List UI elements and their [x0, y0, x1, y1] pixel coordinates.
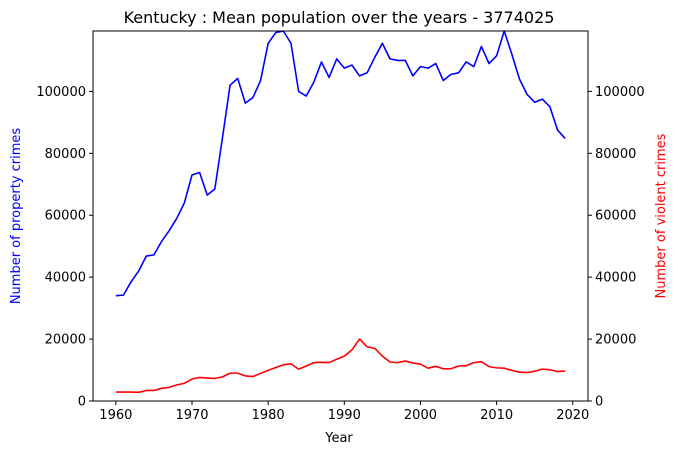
x-tick-label: 2010: [480, 408, 513, 423]
left-y-axis-label: Number of property crimes: [9, 128, 24, 305]
right-y-tick-label: 100000: [595, 85, 645, 100]
x-axis-ticks: 1960 1970 1980 1990 2000 2010 2020: [99, 401, 589, 423]
x-tick-label: 2020: [556, 408, 589, 423]
chart-title: Kentucky : Mean population over the year…: [124, 8, 555, 27]
left-y-tick-label: 0: [78, 395, 86, 410]
right-y-tick-label: 40000: [595, 271, 636, 286]
property-crimes-line: [115, 30, 566, 297]
right-y-tick-label: 80000: [595, 147, 636, 162]
x-tick-label: 2000: [404, 408, 437, 423]
x-tick-label: 1990: [328, 408, 361, 423]
plot-frame: [92, 30, 589, 402]
x-tick-label: 1980: [252, 408, 285, 423]
left-y-tick-label: 100000: [36, 85, 86, 100]
right-y-axis-label: Number of violent crimes: [654, 133, 669, 298]
x-tick-label: 1970: [175, 408, 208, 423]
left-y-tick-label: 80000: [45, 147, 86, 162]
left-y-tick-label: 40000: [45, 271, 86, 286]
x-axis-label: Year: [324, 431, 353, 446]
left-y-tick-label: 60000: [45, 209, 86, 224]
right-y-tick-label: 60000: [595, 209, 636, 224]
x-tick-label: 1960: [99, 408, 132, 423]
right-y-tick-label: 0: [595, 395, 603, 410]
left-y-tick-label: 20000: [45, 333, 86, 348]
plot-area: [92, 30, 589, 402]
left-y-axis-ticks: 0 20000 40000 60000 80000 100000: [36, 85, 93, 410]
right-y-axis-ticks: 0 20000 40000 60000 80000 100000: [588, 85, 645, 410]
violent-crimes-line: [115, 338, 566, 394]
right-y-tick-label: 20000: [595, 333, 636, 348]
